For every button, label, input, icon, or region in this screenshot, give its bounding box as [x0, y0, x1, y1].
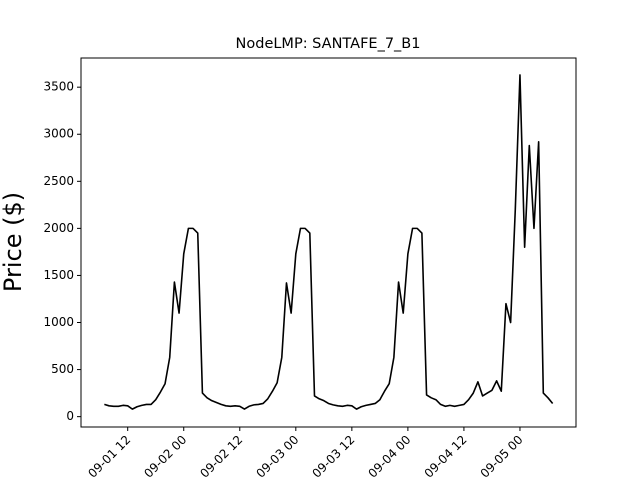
x-tick-label: 09-02 00	[141, 433, 189, 480]
plot-frame	[80, 57, 577, 428]
x-tick-label: 09-04 12	[422, 433, 470, 480]
chart-title: NodeLMP: SANTAFE_7_B1	[236, 36, 421, 52]
y-tick-label: 0	[66, 409, 74, 423]
x-tick-label: 09-03 12	[309, 433, 357, 480]
y-tick-label: 3000	[43, 127, 74, 141]
x-tick-label: 09-01 12	[85, 433, 133, 480]
x-tick-label: 09-02 12	[197, 433, 245, 480]
x-tick-label: 09-04 00	[366, 433, 414, 480]
y-tick-label: 3500	[43, 80, 74, 94]
y-tick-label: 500	[51, 362, 74, 376]
y-tick-label: 1000	[43, 315, 74, 329]
x-tick-label: 09-03 00	[253, 433, 301, 480]
y-tick-label: 2500	[43, 174, 74, 188]
y-tick-label: 1500	[43, 268, 74, 282]
x-tick-label: 09-05 00	[478, 433, 526, 480]
y-tick-label: 2000	[43, 221, 74, 235]
price-line	[104, 74, 554, 410]
y-axis-label: Price ($)	[0, 192, 27, 292]
